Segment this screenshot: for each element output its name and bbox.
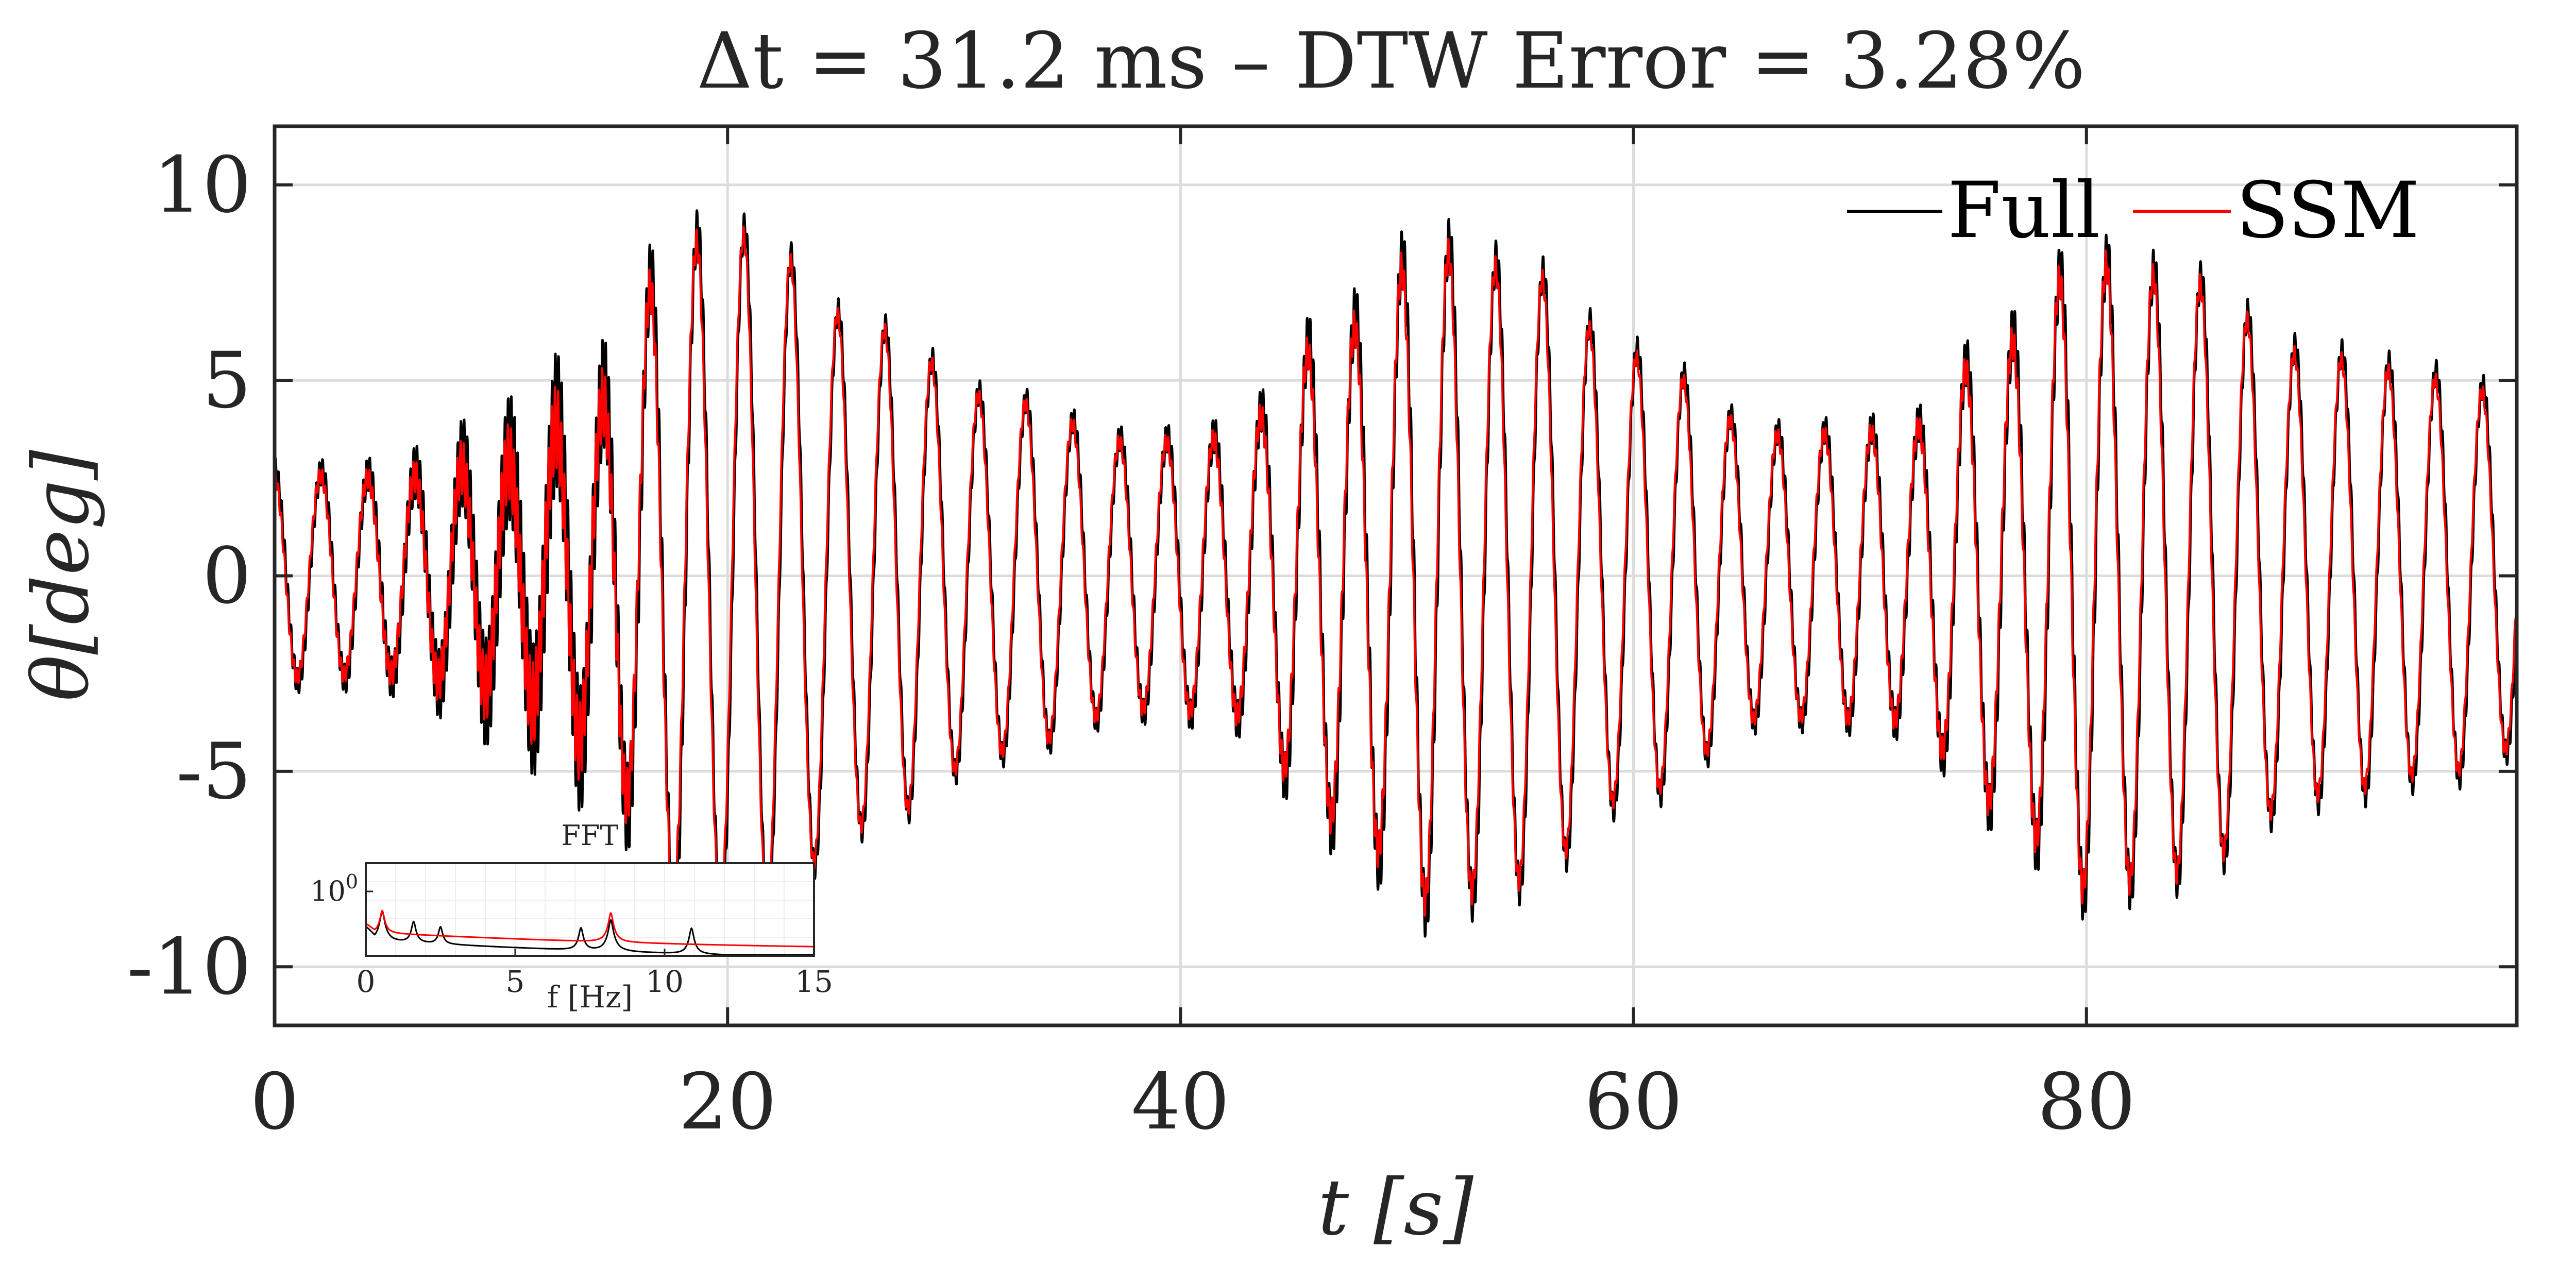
fft-series-line-ssm — [365, 909, 814, 948]
legend-label-full: Full — [1947, 166, 2100, 256]
x-tick-label: 20 — [679, 1057, 777, 1147]
x-tick-label: 0 — [250, 1057, 299, 1147]
fft-ticks: 0 5 10 15 — [357, 890, 833, 999]
y-tick-label: -5 — [176, 727, 251, 817]
x-tick-label: 40 — [1131, 1057, 1230, 1147]
legend-label-ssm: SSM — [2236, 166, 2419, 256]
main-series-group — [273, 209, 2518, 943]
fft-x-axis-label: f [Hz] — [547, 980, 633, 1015]
x-axis-label: t [s] — [1318, 1163, 1473, 1253]
fft-inset: FFT 100 0 5 10 15 f [Hz] — [310, 819, 833, 1015]
series-line-ssm — [274, 226, 2518, 924]
main-ticks: 0 20 40 60 80 10 5 0 -5 -10 — [127, 126, 2517, 1147]
fft-title: FFT — [562, 819, 619, 852]
legend: Full SSM — [1847, 166, 2419, 256]
x-tick-label: 60 — [1584, 1057, 1683, 1147]
fft-frame — [365, 862, 815, 957]
y-axis-label: θ[deg] — [16, 449, 106, 701]
fft-ytick-label: 100 — [310, 870, 358, 907]
y-tick-label: -10 — [127, 922, 251, 1012]
fft-x-tick-label: 0 — [357, 964, 376, 999]
fft-x-tick-label: 15 — [795, 964, 833, 999]
y-tick-label: 5 — [202, 336, 251, 426]
fft-x-tick-label: 10 — [646, 964, 684, 999]
y-tick-label: 10 — [153, 141, 251, 230]
y-tick-label: 0 — [202, 532, 251, 621]
x-tick-label: 80 — [2037, 1057, 2136, 1147]
fft-x-tick-label: 5 — [506, 964, 525, 999]
chart-title: Δt = 31.2 ms – DTW Error = 3.28% — [697, 16, 2086, 106]
